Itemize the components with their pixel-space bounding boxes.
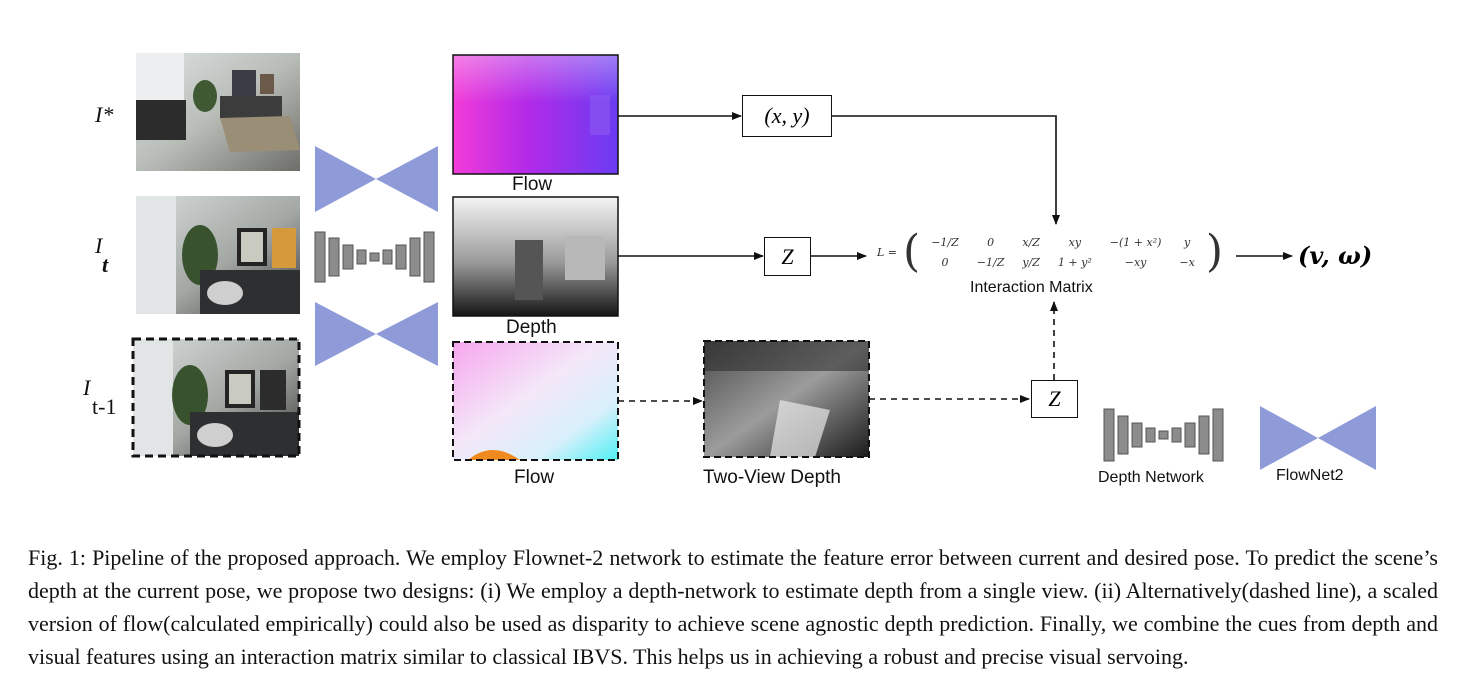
label-two-view-depth: Two-View Depth [703, 467, 841, 488]
flow-map-top [452, 54, 619, 175]
legend-depth-network-icon [1103, 408, 1224, 462]
depth-map [452, 196, 619, 317]
flownet-bottom [315, 302, 438, 366]
matrix-cell: y [1184, 235, 1191, 249]
xy-box: (x, y) [742, 95, 832, 137]
two-view-depth-map [703, 340, 870, 458]
matrix-cell: 1 + y² [1057, 255, 1092, 269]
flownet-top [315, 146, 438, 212]
diagram-graphics [131, 53, 1376, 470]
legend-flownet2-icon [1260, 406, 1376, 470]
matrix-right-paren: ) [1205, 226, 1223, 277]
label-i-t-base: I [95, 233, 103, 258]
matrix-cell: −1/Z [931, 235, 959, 249]
label-depth: Depth [506, 317, 557, 338]
depth-network-middle [314, 231, 435, 283]
label-flow-top: Flow [512, 174, 553, 195]
matrix-lhs: L = [877, 245, 898, 259]
matrix-cell: xy [1068, 235, 1082, 249]
matrix-cell: −1/Z [976, 255, 1005, 269]
label-flow-bottom: Flow [514, 467, 555, 488]
z-box-bottom: Z [1031, 380, 1078, 418]
matrix-left-paren: ( [903, 226, 921, 277]
image-i-star [136, 53, 300, 171]
image-i-t [136, 196, 300, 314]
interaction-matrix: L = ( −1/Z 0 x/Z xy −(1 + x²) y ) 0 −1/Z… [868, 226, 1225, 277]
figure-caption: Fig. 1: Pipeline of the proposed approac… [28, 545, 1438, 669]
label-legend-flownet2: FlowNet2 [1276, 467, 1344, 484]
label-i-t1-base: I [83, 375, 91, 400]
label-interaction-matrix: Interaction Matrix [970, 279, 1093, 296]
connectors [618, 112, 1293, 405]
label-i-t1-sub: t-1 [92, 394, 117, 419]
matrix-cell: −(1 + x²) [1109, 235, 1162, 249]
pipeline-diagram: I* I t I t-1 Flow Depth Flow Two-View De… [83, 53, 1376, 488]
z-box-top: Z [764, 237, 811, 276]
result-velocity: (v, ω) [1298, 241, 1373, 270]
flow-map-bottom [452, 341, 619, 461]
matrix-cell: −xy [1124, 255, 1147, 269]
matrix-cell: y/Z [1022, 255, 1040, 269]
matrix-cell: −x [1179, 255, 1195, 269]
matrix-cell: 0 [941, 255, 949, 269]
label-i-t-sub: t [102, 252, 109, 277]
label-legend-depth-network: Depth Network [1098, 469, 1204, 486]
matrix-cell: x/Z [1022, 235, 1040, 249]
image-i-t-minus-1 [131, 337, 301, 458]
matrix-cell: 0 [987, 235, 995, 249]
label-i-star: I* [95, 102, 114, 127]
